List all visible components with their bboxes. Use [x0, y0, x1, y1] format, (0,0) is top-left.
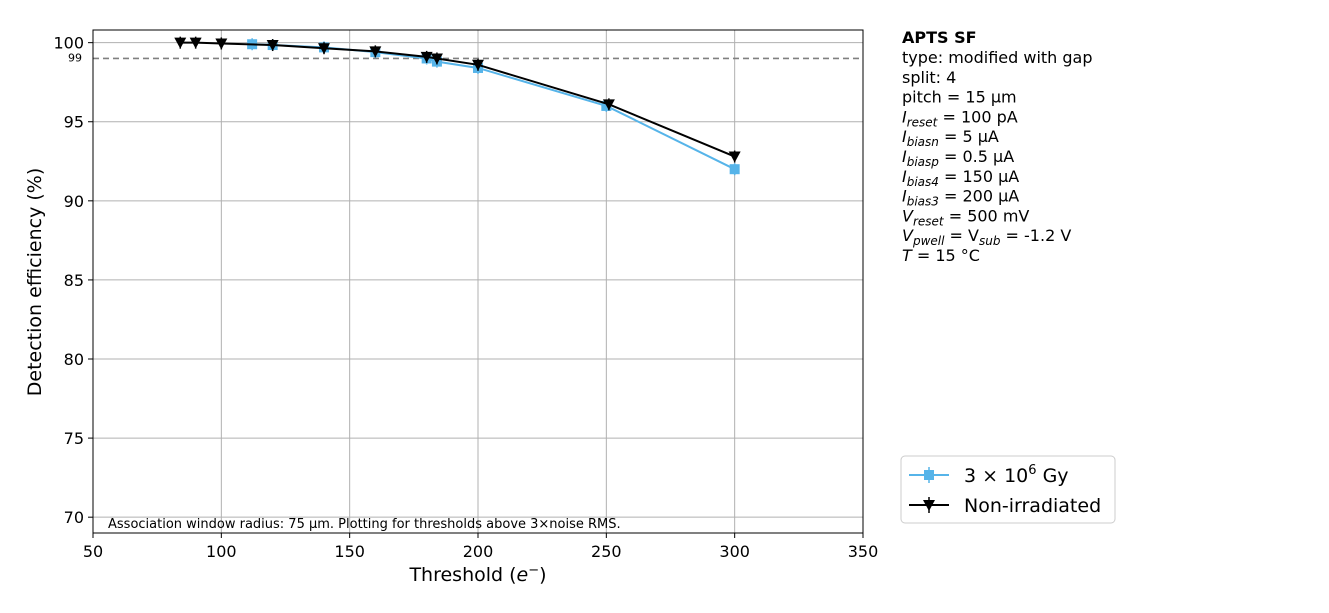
- info-line: Vpwell = Vsub = -1.2 V: [902, 226, 1071, 248]
- series-line: [180, 41, 736, 158]
- data-point: [369, 46, 382, 58]
- legend-label-suffix: Gy: [1037, 465, 1069, 487]
- info-subscript: sub: [979, 234, 1001, 248]
- data-point: [215, 38, 228, 50]
- info-value: = 15 °C: [912, 246, 980, 265]
- grid: [92, 30, 864, 533]
- data-point: [430, 53, 443, 65]
- x-axis-label: Threshold (e−): [408, 563, 546, 587]
- y-tick-label: 80: [64, 350, 84, 369]
- info-symbol: V: [902, 226, 914, 245]
- info-symbol: I: [902, 167, 907, 186]
- legend-label-base: 3 × 10: [964, 465, 1028, 487]
- x-tick-label: 250: [591, 542, 622, 561]
- x-tick-label: 350: [848, 542, 879, 561]
- info-value: = 0.5 µA: [939, 147, 1014, 166]
- data-point: [189, 37, 202, 49]
- legend-marker: [923, 500, 935, 511]
- info-subscript: bias4: [907, 175, 939, 189]
- x-tick-label: 50: [83, 542, 103, 561]
- x-axis-label-main: Threshold (: [408, 564, 516, 586]
- info-subscript: reset: [913, 214, 945, 228]
- y-tick-label: 85: [64, 271, 84, 290]
- y-tick-label: 75: [64, 429, 84, 448]
- data-point: [174, 37, 187, 49]
- data-point: [728, 151, 741, 163]
- data-point: [420, 51, 433, 63]
- info-value: = 5 µA: [939, 127, 999, 146]
- info-line: T = 15 °C: [902, 246, 980, 265]
- y-tick-label: 90: [64, 192, 84, 211]
- info-value: = 500 mV: [944, 206, 1030, 225]
- info-line: Ireset = 100 pA: [902, 107, 1018, 129]
- info-line: Vreset = 500 mV: [902, 206, 1029, 228]
- info-value: pitch = 15 µm: [902, 88, 1017, 107]
- legend-marker: [924, 470, 934, 480]
- series-non-irradiated: [174, 36, 741, 163]
- info-line: type: modified with gap: [902, 48, 1093, 67]
- y-tick-label: 95: [64, 113, 84, 132]
- info-value: = 200 µA: [939, 187, 1019, 206]
- reference-line-label: 99: [68, 51, 82, 64]
- legend: 3 × 106 Gy Non-irradiated: [900, 455, 1116, 524]
- x-axis-label-sup: −: [528, 563, 539, 578]
- x-axis-label-symbol: e: [517, 564, 529, 586]
- x-axis-label-close: ): [539, 564, 546, 586]
- y-tick-label: 100: [53, 34, 84, 53]
- info-value: type: modified with gap: [902, 48, 1093, 67]
- series-group: [174, 36, 741, 176]
- info-symbol: T: [902, 246, 913, 265]
- info-value: = V: [944, 226, 979, 245]
- info-subscript: biasp: [907, 155, 940, 169]
- series-line: [252, 43, 736, 171]
- info-subscript: biasn: [907, 135, 939, 149]
- info-value: = 150 µA: [939, 167, 1019, 186]
- info-title: APTS SF: [902, 28, 977, 47]
- info-subscript: reset: [907, 115, 939, 129]
- info-line: Ibias4 = 150 µA: [902, 167, 1019, 189]
- legend-label-sup: 6: [1028, 463, 1036, 478]
- legend-box: [900, 455, 1116, 524]
- data-point: [318, 43, 330, 55]
- y-axis-label: Detection efficiency (%): [24, 168, 46, 396]
- info-subscript: bias3: [907, 195, 939, 209]
- info-line: split: 4: [902, 68, 956, 87]
- info-symbol: I: [902, 187, 907, 206]
- info-line: pitch = 15 µm: [902, 88, 1017, 107]
- x-tick-label: 100: [206, 542, 237, 561]
- x-tick-label: 150: [334, 542, 365, 561]
- info-line: Ibiasn = 5 µA: [902, 127, 999, 149]
- legend-label: 3 × 106 Gy: [964, 463, 1069, 487]
- info-symbol: V: [902, 206, 914, 225]
- legend-label: Non-irradiated: [964, 495, 1101, 517]
- data-point: [602, 99, 615, 111]
- info-subscript: pwell: [912, 234, 945, 248]
- info-line: Ibiasp = 0.5 µA: [902, 147, 1014, 169]
- info-value: = 100 pA: [937, 107, 1017, 126]
- info-value: split: 4: [902, 68, 956, 87]
- legend-entry: Non-irradiated: [909, 495, 1101, 517]
- data-point: [601, 100, 612, 111]
- info-value: = -1.2 V: [1000, 226, 1071, 245]
- info-symbol: I: [902, 147, 907, 166]
- info-line: Ibias3 = 200 µA: [902, 187, 1019, 209]
- annotation-text: Association window radius: 75 µm. Plotti…: [108, 517, 621, 532]
- y-tick-label: 70: [64, 508, 84, 527]
- data-point: [266, 40, 279, 52]
- legend-entry: 3 × 106 Gy: [909, 463, 1069, 487]
- info-symbol: I: [902, 127, 907, 146]
- data-point: [472, 59, 484, 71]
- data-point: [729, 164, 740, 175]
- x-tick-label: 300: [719, 542, 750, 561]
- x-tick-label: 200: [463, 542, 494, 561]
- info-symbol: I: [902, 107, 907, 126]
- legend-label-base: Non-irradiated: [964, 495, 1101, 517]
